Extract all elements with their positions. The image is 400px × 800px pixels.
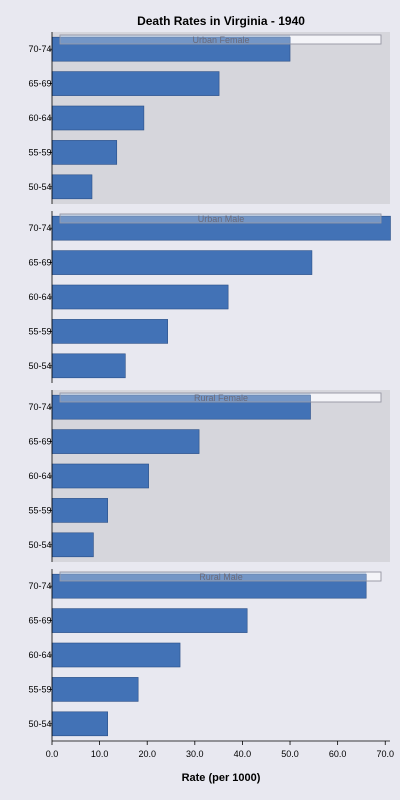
bar xyxy=(51,250,313,275)
bar xyxy=(51,498,108,523)
bar xyxy=(51,608,248,633)
category-label: 60-64 xyxy=(28,292,51,302)
category-label: 50-54 xyxy=(28,719,51,729)
category-label: 55-59 xyxy=(28,147,51,157)
category-label: 70-74 xyxy=(28,44,51,54)
bar xyxy=(51,642,181,668)
category-label: 65-69 xyxy=(28,437,51,447)
bar xyxy=(51,463,149,489)
category-label: 65-69 xyxy=(28,258,51,268)
bar xyxy=(51,319,168,344)
category-label: 50-54 xyxy=(28,182,51,192)
panel-3: 50-54 55-59 60-64 65-69 70-74 Rural Female xyxy=(28,390,390,562)
bar xyxy=(51,140,118,165)
strip-border xyxy=(59,392,382,403)
category-label: 50-54 xyxy=(28,361,51,371)
category-label: 70-74 xyxy=(28,402,51,412)
strip-highlight xyxy=(60,214,381,223)
x-axis: 0.0 10.0 20.0 30.0 40.0 50.0 60.0 70.0 xyxy=(46,740,394,759)
strip-border xyxy=(59,34,382,45)
category-label: 60-64 xyxy=(28,471,51,481)
x-tick-label: 50.0 xyxy=(281,749,299,759)
bar xyxy=(51,677,139,702)
x-tick-label: 0.0 xyxy=(46,749,59,759)
category-label: 55-59 xyxy=(28,326,51,336)
panel-1: 50-54 55-59 60-64 65-69 70-74 Urban Female xyxy=(28,32,390,204)
category-label: 70-74 xyxy=(28,581,51,591)
panel-2: 50-54 55-59 60-64 65-69 70-74 Urban Male xyxy=(28,211,391,383)
chart-title: Death Rates in Virginia - 1940 xyxy=(137,14,305,28)
x-tick-label: 20.0 xyxy=(138,749,156,759)
panel-4: 50-54 55-59 60-64 65-69 70-74 Rural Male xyxy=(28,569,390,741)
bar xyxy=(51,353,126,379)
strip-label: Rural Female xyxy=(194,393,248,403)
strip-highlight xyxy=(60,35,291,44)
category-label: 65-69 xyxy=(28,79,51,89)
x-tick-label: 10.0 xyxy=(91,749,109,759)
bar xyxy=(51,532,94,558)
category-label: 60-64 xyxy=(28,650,51,660)
bar xyxy=(51,429,200,454)
category-label: 55-59 xyxy=(28,505,51,515)
category-label: 70-74 xyxy=(28,223,51,233)
bar xyxy=(51,284,229,310)
strip-border xyxy=(59,571,382,582)
strip-highlight xyxy=(60,572,367,581)
strip-label: Urban Female xyxy=(192,35,249,45)
bar xyxy=(51,711,108,737)
x-axis-title: Rate (per 1000) xyxy=(182,772,261,784)
strip-highlight xyxy=(60,393,311,402)
strip-label: Urban Male xyxy=(198,214,245,224)
category-label: 55-59 xyxy=(28,684,51,694)
x-tick-label: 60.0 xyxy=(329,749,347,759)
bar xyxy=(51,174,93,200)
x-tick-label: 70.0 xyxy=(376,749,394,759)
category-label: 60-64 xyxy=(28,113,51,123)
bar xyxy=(51,105,145,131)
bar xyxy=(51,71,220,96)
x-tick-label: 40.0 xyxy=(234,749,252,759)
strip-border xyxy=(59,213,382,224)
x-tick-label: 30.0 xyxy=(186,749,204,759)
category-label: 50-54 xyxy=(28,540,51,550)
strip-label: Rural Male xyxy=(199,572,243,582)
category-label: 65-69 xyxy=(28,616,51,626)
